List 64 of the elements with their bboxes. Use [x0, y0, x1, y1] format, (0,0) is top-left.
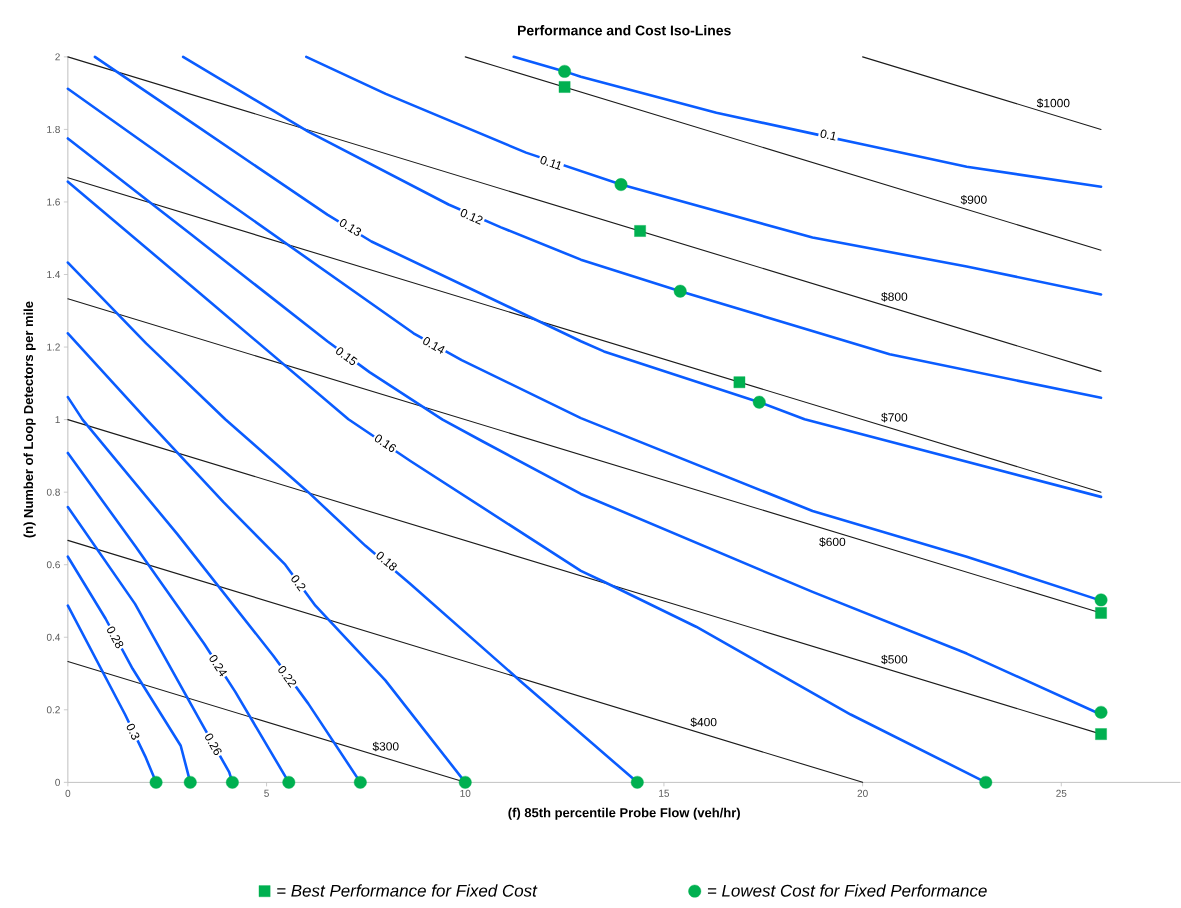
y-tick-label: 0.6 — [46, 561, 60, 569]
annotation: 0.12 — [460, 208, 483, 225]
series-label: $900 — [960, 194, 987, 205]
point — [558, 64, 571, 78]
annotation: 0.1 — [820, 129, 836, 141]
y-tick-label: 0.4 — [46, 633, 61, 641]
annotation: 0.15 — [336, 347, 358, 366]
point — [634, 225, 646, 237]
point — [630, 775, 644, 789]
x-tick-label: 20 — [857, 789, 868, 797]
annotation: 0.18 — [376, 551, 397, 571]
y-tick-label: 2 — [55, 53, 60, 61]
point — [183, 775, 197, 789]
x-tick-label: 0 — [65, 789, 71, 797]
y-axis-title: (n) Number of Loop Detectors per mile — [23, 301, 36, 538]
series-label: $500 — [881, 654, 908, 665]
legend-label: = Lowest Cost for Fixed Performance — [707, 884, 987, 897]
series-label: $700 — [881, 412, 908, 423]
annotation: 0.3 — [126, 723, 140, 740]
point — [458, 775, 472, 789]
annotation: 0.2 — [291, 575, 306, 592]
series-label: $300 — [372, 741, 399, 752]
y-tick-label: 1.6 — [47, 198, 60, 206]
line-series — [512, 55, 1103, 188]
chart-title: Performance and Cost Iso-Lines — [517, 25, 731, 36]
y-tick-label: 1.8 — [47, 125, 60, 133]
point — [225, 775, 239, 789]
point — [353, 775, 367, 789]
point — [282, 775, 296, 789]
point — [979, 775, 993, 789]
series-label: $400 — [690, 717, 717, 728]
point — [614, 178, 628, 191]
series-label: $800 — [881, 291, 908, 302]
annotation: 0.16 — [374, 434, 396, 452]
point — [1094, 593, 1108, 607]
line-series — [181, 55, 1103, 400]
point — [1095, 607, 1107, 619]
x-tick-label: 5 — [264, 789, 269, 797]
y-tick-label: 0 — [55, 778, 60, 786]
annotation: 0.26 — [205, 733, 222, 756]
y-tick-label: 0.2 — [46, 706, 60, 714]
point — [752, 395, 766, 409]
x-tick-label: 10 — [460, 789, 471, 797]
x-tick-label: 15 — [659, 789, 670, 797]
x-tick-label: 25 — [1056, 789, 1067, 797]
y-tick-label: 1 — [55, 416, 60, 424]
series-label: $600 — [819, 537, 846, 547]
point — [149, 775, 163, 789]
annotation: 0.11 — [540, 156, 561, 171]
annotation: 0.28 — [107, 626, 124, 649]
point — [673, 284, 687, 298]
y-tick-label: 0.8 — [46, 488, 60, 496]
annotation: 0.13 — [339, 218, 362, 236]
y-tick-label: 1.2 — [47, 343, 60, 351]
y-tick-label: 1.4 — [47, 271, 61, 278]
point — [1095, 728, 1107, 740]
annotation: 0.14 — [423, 337, 445, 354]
x-axis-title: (f) 85th percentile Probe Flow (veh/hr) — [508, 807, 740, 820]
point — [1094, 705, 1108, 719]
line-series — [93, 55, 1103, 499]
series-label: $1000 — [1036, 98, 1070, 109]
point — [733, 376, 746, 388]
legend-label: = Best Performance for Fixed Cost — [277, 884, 538, 897]
point — [558, 81, 571, 93]
